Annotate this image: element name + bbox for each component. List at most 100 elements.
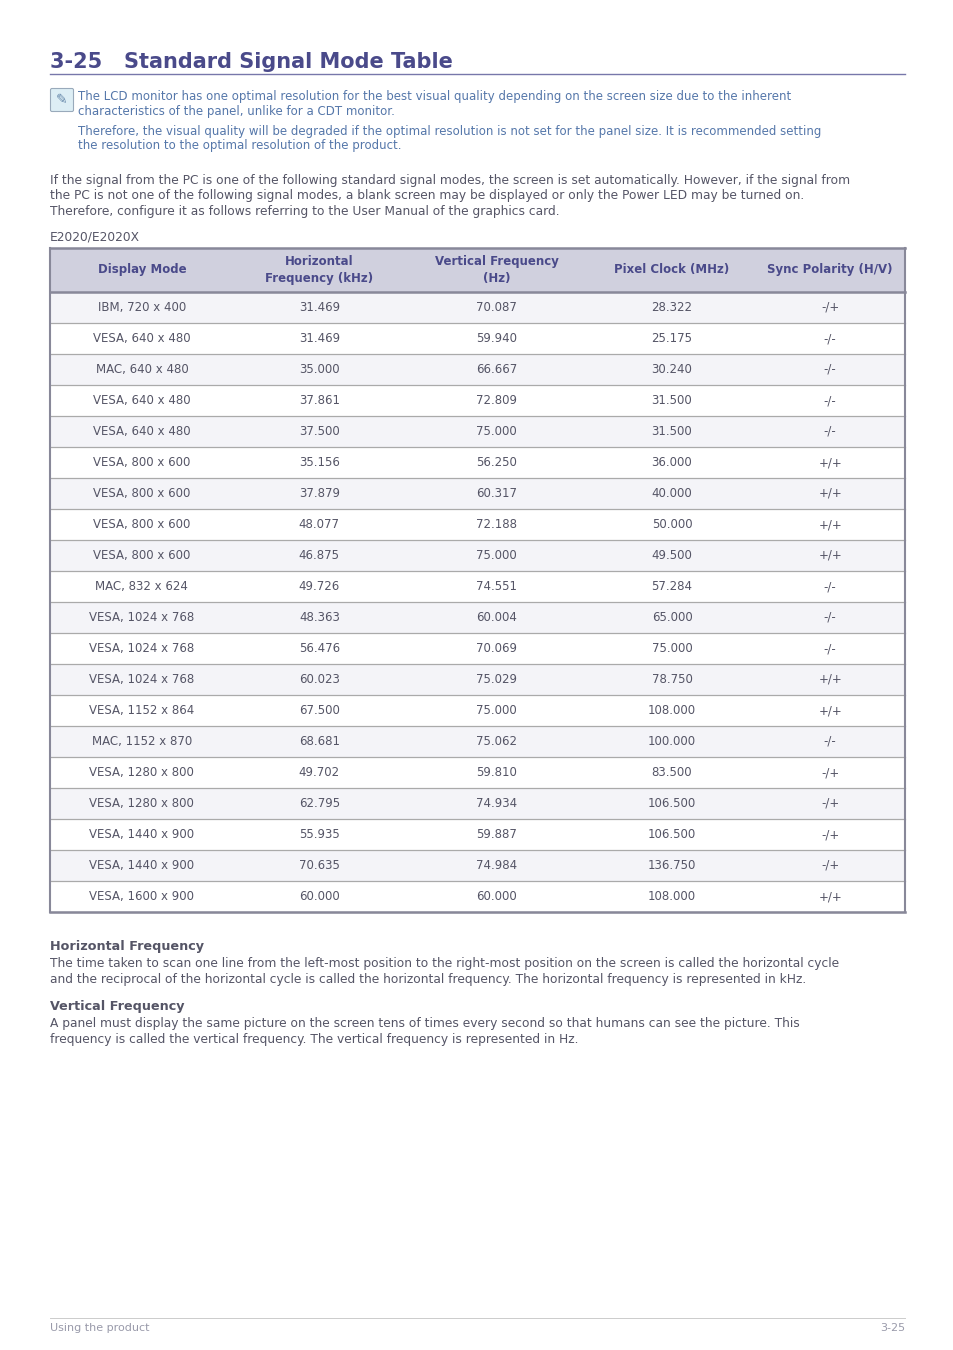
- Text: 49.702: 49.702: [298, 765, 339, 779]
- Text: -/+: -/+: [821, 859, 839, 872]
- Text: 66.667: 66.667: [476, 363, 517, 377]
- Text: Therefore, the visual quality will be degraded if the optimal resolution is not : Therefore, the visual quality will be de…: [78, 126, 821, 138]
- Text: 70.069: 70.069: [476, 643, 517, 655]
- Text: 74.984: 74.984: [476, 859, 517, 872]
- Text: 37.879: 37.879: [298, 487, 339, 500]
- Text: -/-: -/-: [823, 612, 836, 624]
- Text: 60.023: 60.023: [298, 674, 339, 686]
- Text: +/+: +/+: [818, 549, 841, 562]
- Text: 50.000: 50.000: [651, 518, 692, 531]
- Text: +/+: +/+: [818, 518, 841, 531]
- Text: 75.000: 75.000: [651, 643, 692, 655]
- Text: If the signal from the PC is one of the following standard signal modes, the scr: If the signal from the PC is one of the …: [50, 174, 849, 188]
- Text: VESA, 640 x 480: VESA, 640 x 480: [93, 394, 191, 406]
- Bar: [50, 757, 904, 788]
- Text: -/-: -/-: [823, 332, 836, 346]
- Text: +/+: +/+: [818, 890, 841, 903]
- Text: 60.000: 60.000: [476, 890, 517, 903]
- Text: 100.000: 100.000: [647, 734, 696, 748]
- Text: 48.363: 48.363: [298, 612, 339, 624]
- Text: +/+: +/+: [818, 456, 841, 468]
- Text: Sync Polarity (H/V): Sync Polarity (H/V): [766, 263, 892, 277]
- Text: 83.500: 83.500: [651, 765, 692, 779]
- Text: -/+: -/+: [821, 828, 839, 841]
- Bar: [50, 509, 904, 540]
- Bar: [50, 882, 904, 913]
- Text: 60.317: 60.317: [476, 487, 517, 500]
- Text: VESA, 640 x 480: VESA, 640 x 480: [93, 425, 191, 437]
- Bar: [50, 354, 904, 385]
- Text: 62.795: 62.795: [298, 796, 339, 810]
- Text: -/+: -/+: [821, 796, 839, 810]
- Text: 28.322: 28.322: [651, 301, 692, 315]
- Bar: [50, 248, 904, 292]
- Text: MAC, 832 x 624: MAC, 832 x 624: [95, 580, 188, 593]
- Text: MAC, 1152 x 870: MAC, 1152 x 870: [91, 734, 192, 748]
- Text: VESA, 800 x 600: VESA, 800 x 600: [93, 549, 191, 562]
- Text: Pixel Clock (MHz): Pixel Clock (MHz): [614, 263, 729, 277]
- Text: -/-: -/-: [823, 394, 836, 406]
- Text: 65.000: 65.000: [651, 612, 692, 624]
- Text: 60.000: 60.000: [298, 890, 339, 903]
- Text: 74.551: 74.551: [476, 580, 517, 593]
- Text: -/+: -/+: [821, 765, 839, 779]
- Text: Therefore, configure it as follows referring to the User Manual of the graphics : Therefore, configure it as follows refer…: [50, 205, 559, 217]
- Text: 31.500: 31.500: [651, 394, 692, 406]
- Text: A panel must display the same picture on the screen tens of times every second s: A panel must display the same picture on…: [50, 1017, 799, 1030]
- Text: 3-25: 3-25: [879, 1323, 904, 1332]
- Text: 55.935: 55.935: [298, 828, 339, 841]
- Text: 37.500: 37.500: [298, 425, 339, 437]
- Bar: [50, 819, 904, 850]
- Text: VESA, 1600 x 900: VESA, 1600 x 900: [90, 890, 194, 903]
- Text: 75.000: 75.000: [476, 549, 517, 562]
- Bar: [50, 478, 904, 509]
- Text: Using the product: Using the product: [50, 1323, 150, 1332]
- Text: 75.000: 75.000: [476, 425, 517, 437]
- Bar: [50, 664, 904, 695]
- Bar: [50, 571, 904, 602]
- Bar: [50, 695, 904, 726]
- Text: 106.500: 106.500: [647, 796, 696, 810]
- Text: 70.087: 70.087: [476, 301, 517, 315]
- Text: VESA, 640 x 480: VESA, 640 x 480: [93, 332, 191, 346]
- Bar: [50, 602, 904, 633]
- Text: VESA, 1024 x 768: VESA, 1024 x 768: [90, 674, 194, 686]
- Bar: [50, 788, 904, 819]
- Text: 108.000: 108.000: [647, 703, 696, 717]
- Text: MAC, 640 x 480: MAC, 640 x 480: [95, 363, 188, 377]
- Text: the PC is not one of the following signal modes, a blank screen may be displayed: the PC is not one of the following signa…: [50, 189, 803, 202]
- Text: -/+: -/+: [821, 301, 839, 315]
- Text: characteristics of the panel, unlike for a CDT monitor.: characteristics of the panel, unlike for…: [78, 104, 395, 117]
- Text: -/-: -/-: [823, 643, 836, 655]
- Text: VESA, 1024 x 768: VESA, 1024 x 768: [90, 643, 194, 655]
- Text: 3-25   Standard Signal Mode Table: 3-25 Standard Signal Mode Table: [50, 53, 453, 72]
- Text: +/+: +/+: [818, 674, 841, 686]
- Text: 60.004: 60.004: [476, 612, 517, 624]
- Text: 25.175: 25.175: [651, 332, 692, 346]
- Text: VESA, 800 x 600: VESA, 800 x 600: [93, 456, 191, 468]
- Text: frequency is called the vertical frequency. The vertical frequency is represente: frequency is called the vertical frequen…: [50, 1033, 578, 1045]
- Text: 31.469: 31.469: [298, 332, 339, 346]
- Text: 75.062: 75.062: [476, 734, 517, 748]
- Text: Horizontal Frequency: Horizontal Frequency: [50, 940, 204, 953]
- Text: +/+: +/+: [818, 703, 841, 717]
- Text: Horizontal
Frequency (kHz): Horizontal Frequency (kHz): [265, 255, 373, 285]
- Text: ✎: ✎: [56, 93, 68, 107]
- Text: 56.250: 56.250: [476, 456, 517, 468]
- Text: 72.188: 72.188: [476, 518, 517, 531]
- Text: VESA, 1280 x 800: VESA, 1280 x 800: [90, 765, 194, 779]
- Bar: [50, 292, 904, 323]
- Text: 36.000: 36.000: [651, 456, 692, 468]
- Bar: [50, 416, 904, 447]
- Text: The LCD monitor has one optimal resolution for the best visual quality depending: The LCD monitor has one optimal resoluti…: [78, 90, 790, 103]
- Text: -/-: -/-: [823, 425, 836, 437]
- Text: The time taken to scan one line from the left-most position to the right-most po: The time taken to scan one line from the…: [50, 957, 839, 971]
- Bar: [50, 323, 904, 354]
- Bar: [50, 726, 904, 757]
- Text: 67.500: 67.500: [298, 703, 339, 717]
- Text: 46.875: 46.875: [298, 549, 339, 562]
- Bar: [50, 850, 904, 882]
- Text: 59.810: 59.810: [476, 765, 517, 779]
- Text: E2020/E2020X: E2020/E2020X: [50, 230, 140, 243]
- Text: 68.681: 68.681: [298, 734, 339, 748]
